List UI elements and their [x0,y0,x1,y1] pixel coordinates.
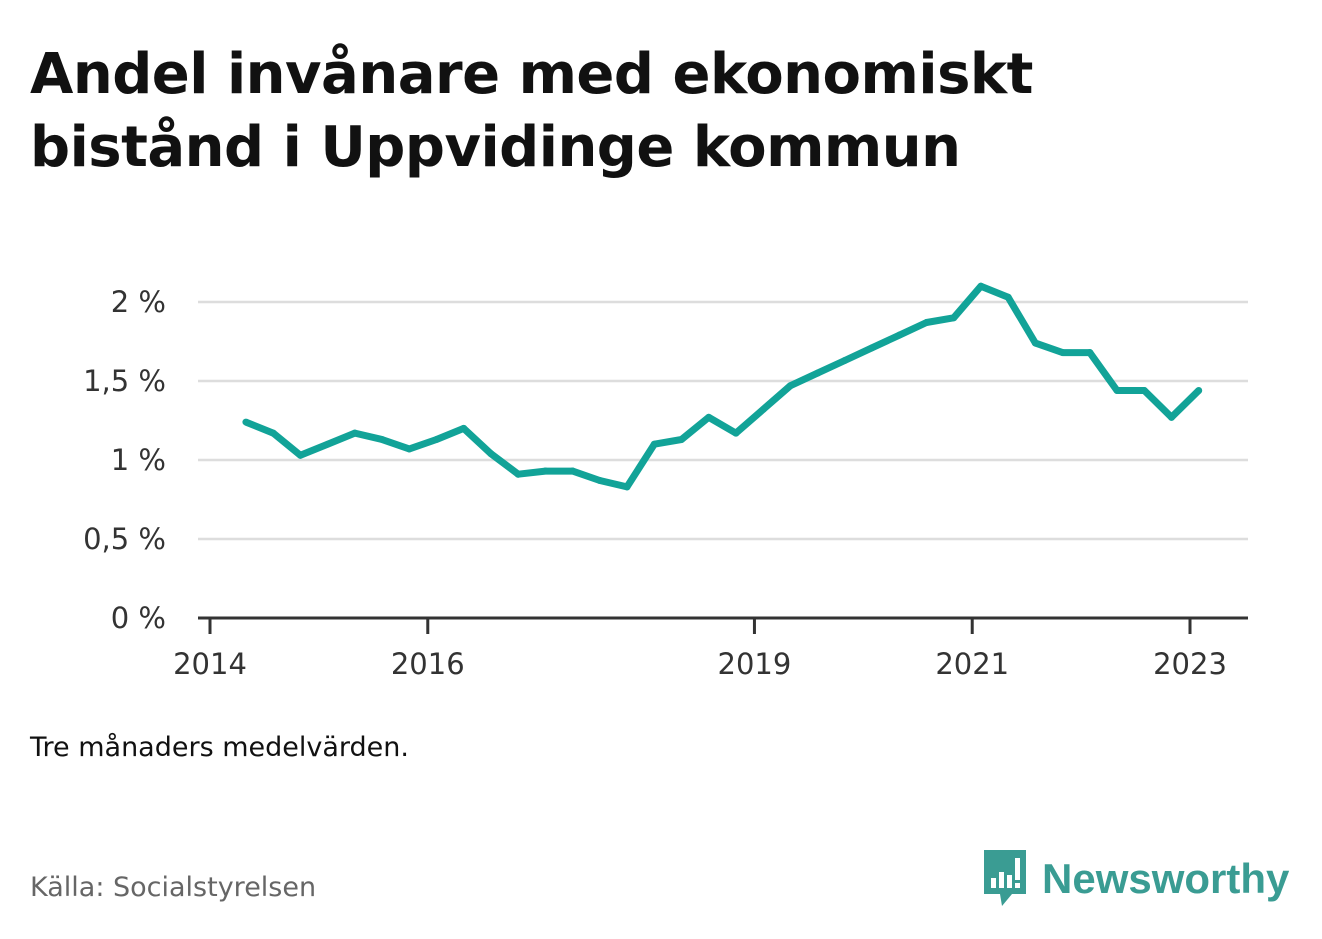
series-line [244,282,1202,491]
data-point [732,429,740,437]
data-point [841,356,849,364]
data-point [460,424,468,432]
data-point [351,429,359,437]
data-point [378,435,386,443]
x-tick-label: 2019 [718,647,792,681]
data-point [868,344,876,352]
y-axis-ticks: 0 % 0,5 % 1 % 1,5 % 2 % [83,285,166,635]
data-point [1059,349,1067,357]
data-point [650,440,658,448]
data-point [1031,339,1039,347]
y-tick-label: 0,5 % [83,522,166,556]
data-point [514,470,522,478]
data-point [432,435,440,443]
data-point [677,435,685,443]
x-tick-label: 2016 [391,647,465,681]
data-point [786,382,794,390]
data-point [1004,293,1012,301]
x-tick-label: 2023 [1153,647,1227,681]
data-point [1195,386,1203,394]
y-tick-label: 1 % [111,443,166,477]
data-point [541,467,549,475]
x-tick-label: 2021 [935,647,1009,681]
data-point [405,445,413,453]
grid-lines [198,300,1248,541]
source-credit: Källa: Socialstyrelsen [30,872,317,903]
data-point [895,331,903,339]
data-point [269,429,277,437]
chart-title: Andel invånare med ekonomiskt bistånd i … [30,42,1033,180]
data-point [1167,413,1175,421]
x-tick-label: 2014 [173,647,247,681]
data-point [1113,386,1121,394]
brand-name: Newsworthy [1042,855,1290,902]
data-point [296,451,304,459]
newsworthy-logo-icon [984,850,1026,906]
data-point [324,440,332,448]
data-point [814,369,822,377]
data-point [759,405,767,413]
data-point [569,467,577,475]
data-point [922,319,930,327]
y-tick-label: 0 % [111,601,166,635]
data-point [596,477,604,485]
x-axis-ticks: 2014 2016 2019 2021 2023 [173,618,1227,681]
y-tick-label: 1,5 % [83,364,166,398]
data-point [1086,349,1094,357]
series-group [242,282,1203,491]
data-point [950,314,958,322]
chart-note: Tre månaders medelvärden. [30,732,409,763]
data-point [1140,386,1148,394]
brand-logo: Newsworthy [980,848,1289,910]
line-chart: 0 % 0,5 % 1 % 1,5 % 2 % 2014 2016 2019 2021 2023 [83,282,1248,681]
y-tick-label: 2 % [111,285,166,319]
data-point [242,418,250,426]
data-point [977,282,985,290]
data-point [705,413,713,421]
data-point [487,450,495,458]
data-point [623,483,631,491]
